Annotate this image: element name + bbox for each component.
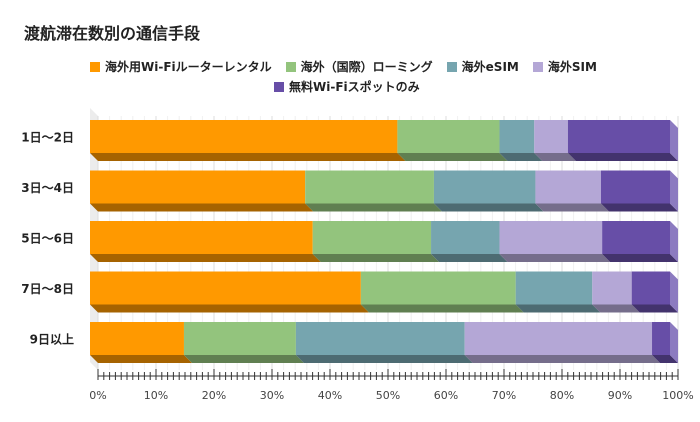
chart-title: 渡航滞在数別の通信手段 <box>24 24 201 43</box>
bar-segment-bottom <box>90 304 369 313</box>
legend-item: 海外（国際）ローミング <box>285 58 433 75</box>
bar-segment <box>397 120 500 153</box>
legend-label: 海外eSIM <box>461 60 519 74</box>
category-label: 7日～8日 <box>21 282 74 296</box>
bar-segment-bottom <box>600 203 678 212</box>
bar-end-face <box>670 322 678 363</box>
bar-end-face <box>670 120 678 161</box>
bar-segment-bottom <box>567 153 678 161</box>
x-tick-label: 70% <box>492 389 516 402</box>
bar-segment-bottom <box>652 355 678 363</box>
x-tick-label: 40% <box>318 389 342 402</box>
bar-segment <box>652 322 670 355</box>
x-tick-label: 80% <box>550 389 574 402</box>
bar-segment <box>431 221 500 254</box>
bar-segment-bottom <box>312 254 440 262</box>
legend-swatch <box>90 61 100 72</box>
category-label: 1日～2日 <box>21 131 74 145</box>
bar-segment <box>312 221 432 254</box>
bar-segment-bottom <box>90 153 406 161</box>
bar-segment <box>535 170 601 204</box>
legend-row-2: 無料Wi-Fiスポットのみ <box>274 78 420 95</box>
bar-segment <box>295 322 465 355</box>
legend-label: 海外SIM <box>547 60 597 74</box>
bar-segment <box>464 322 653 355</box>
x-tick-label: 100% <box>662 389 693 402</box>
x-tick-label: 10% <box>144 389 168 402</box>
legend-label: 無料Wi-Fiスポットのみ <box>289 80 420 94</box>
bar-segment-bottom <box>183 355 304 363</box>
bar-segment-bottom <box>360 304 524 313</box>
x-tick-label: 90% <box>608 389 632 402</box>
category-label: 5日～6日 <box>21 232 74 246</box>
bar-segment-bottom <box>431 254 508 262</box>
legend-item: 海外eSIM <box>446 58 519 75</box>
bar-segment <box>602 221 670 254</box>
legend-swatch <box>446 61 457 72</box>
legend-label: 海外用Wi-Fiルーターレンタル <box>105 60 272 74</box>
bar-segment <box>183 322 296 355</box>
bar-segment <box>567 120 670 153</box>
bar-segment-bottom <box>602 254 678 262</box>
bar-segment-bottom <box>90 203 314 212</box>
bar-segment <box>600 170 670 204</box>
bar-segment <box>499 120 535 153</box>
category-label: 3日～4日 <box>21 181 74 195</box>
bar-segment-bottom <box>295 355 473 363</box>
legend-item: 海外SIM <box>532 58 597 75</box>
legend-swatch <box>274 81 284 92</box>
bar-segment <box>631 271 670 305</box>
bar-segment <box>90 170 306 204</box>
bar-segment-bottom <box>90 254 321 262</box>
bar-segment <box>592 271 632 305</box>
legend-swatch <box>532 61 543 72</box>
category-label: 9日以上 <box>30 332 74 347</box>
legend-item: 無料Wi-Fiスポットのみ <box>274 78 420 95</box>
bar-segment-bottom <box>305 203 442 212</box>
bar-segment-bottom <box>534 153 576 161</box>
legend-row-1: 海外用Wi-Fiルーターレンタル 海外（国際）ローミング 海外eSIM 海外SI… <box>90 58 597 75</box>
bar-end-face <box>670 221 678 262</box>
bar-segment <box>90 322 184 355</box>
bar-segment-bottom <box>397 153 508 161</box>
bar-segment <box>515 271 593 305</box>
bar-segment <box>534 120 568 153</box>
bar-segment-bottom <box>631 304 678 313</box>
x-tick-label: 50% <box>376 389 400 402</box>
bar-segment-bottom <box>499 254 611 262</box>
bar-segment-bottom <box>499 153 543 161</box>
bar-segment <box>433 170 536 204</box>
bar-segment-bottom <box>535 203 609 212</box>
bar-end-face <box>670 271 678 313</box>
legend-item: 海外用Wi-Fiルーターレンタル <box>90 58 272 75</box>
bar-segment-bottom <box>464 355 661 363</box>
bar-segment <box>305 170 434 204</box>
bar-segment-bottom <box>515 304 601 313</box>
x-tick-label: 20% <box>202 389 226 402</box>
bar-segment-bottom <box>433 203 544 212</box>
bar-segment <box>90 221 313 254</box>
x-tick-label: 0% <box>89 389 106 402</box>
bar-segment-bottom <box>90 355 192 363</box>
bar-segment <box>90 271 361 305</box>
x-tick-label: 60% <box>434 389 458 402</box>
x-tick-label: 30% <box>260 389 284 402</box>
bar-segment <box>499 221 603 254</box>
bar-segment-bottom <box>592 304 640 313</box>
bar-segment <box>360 271 516 305</box>
legend-swatch <box>285 61 296 72</box>
legend-label: 海外（国際）ローミング <box>300 60 433 74</box>
bar-segment <box>90 120 398 153</box>
bar-end-face <box>670 170 678 212</box>
